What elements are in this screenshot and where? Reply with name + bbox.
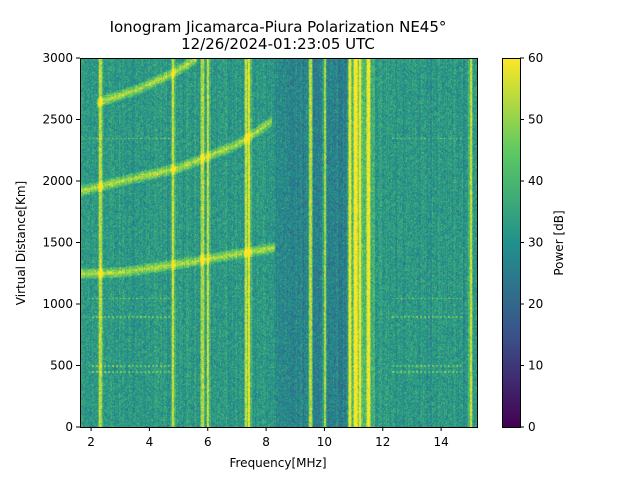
x-tick-label: 10: [317, 435, 332, 449]
y-tick-label: 1500: [42, 236, 73, 250]
x-tick-label: 12: [375, 435, 390, 449]
x-tick-label: 4: [146, 435, 154, 449]
x-tick-label: 14: [433, 435, 448, 449]
chart-title: Ionogram Jicamarca-Piura Polarization NE…: [110, 18, 447, 36]
y-tick-label: 0: [65, 420, 73, 434]
y-axis-label: Virtual Distance[Km]: [14, 181, 28, 305]
y-tick-label: 2500: [42, 113, 73, 127]
colorbar-tick-label: 40: [528, 174, 543, 188]
plot-frame: [80, 58, 478, 428]
y-tick-label: 3000: [42, 51, 73, 65]
y-tick-label: 500: [50, 359, 73, 373]
x-tick-label: 6: [204, 435, 212, 449]
colorbar-frame: [502, 58, 521, 428]
colorbar-label: Power [dB]: [552, 210, 566, 275]
colorbar-tick-label: 30: [528, 236, 543, 250]
y-tick-label: 1000: [42, 297, 73, 311]
colorbar-tick-label: 10: [528, 359, 543, 373]
x-tick-label: 8: [262, 435, 270, 449]
colorbar-tick-label: 50: [528, 113, 543, 127]
colorbar-tick-label: 20: [528, 297, 543, 311]
y-tick-label: 2000: [42, 174, 73, 188]
colorbar: [502, 58, 520, 427]
x-axis-label: Frequency[MHz]: [229, 456, 326, 470]
x-tick-label: 2: [87, 435, 95, 449]
colorbar-tick-label: 0: [528, 420, 536, 434]
heatmap: [80, 58, 477, 427]
colorbar-tick-label: 60: [528, 51, 543, 65]
chart-subtitle: 12/26/2024-01:23:05 UTC: [181, 35, 375, 53]
